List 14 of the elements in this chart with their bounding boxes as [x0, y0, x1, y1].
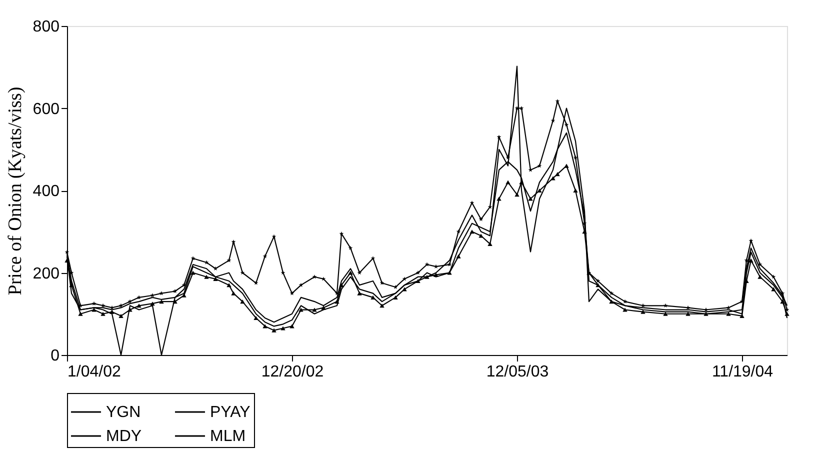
legend-label: MDY	[106, 428, 142, 445]
y-tick-label: 400	[32, 183, 60, 200]
y-axis-title: Price of Onion (Kyats/viss)	[4, 86, 26, 296]
y-tick-label: 800	[32, 18, 60, 36]
legend-label: YGN	[106, 404, 141, 421]
legend-label: PYAY	[210, 404, 251, 421]
y-tick-label: 0	[50, 348, 60, 364]
y-tick-label: 600	[32, 100, 60, 118]
legend-label: MLM	[210, 428, 246, 445]
y-tick-label: 200	[32, 265, 60, 282]
x-tick-label: 11/19/04	[712, 364, 774, 380]
x-tick-label: 12/05/03	[486, 364, 549, 380]
x-tick-label: 1/04/02	[68, 364, 121, 380]
x-tick-label: 12/20/02	[261, 364, 324, 380]
